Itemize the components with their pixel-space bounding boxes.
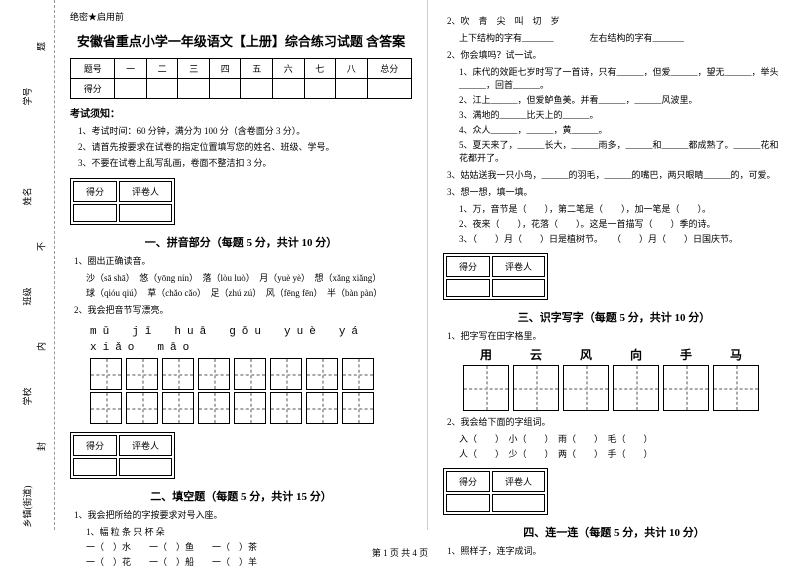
q2: 2、我会把音节写漂亮。 — [74, 303, 412, 316]
grid-cell[interactable] — [162, 358, 194, 390]
q1: 1、圈出正确读音。 — [74, 254, 412, 267]
score-box-1: 得分评卷人 — [70, 178, 175, 225]
zuci-1: 入（ ） 小（ ） 雨（ ） 毛（ ） — [459, 432, 785, 445]
grid-cell[interactable] — [90, 358, 122, 390]
margin-cut: 封 — [34, 442, 47, 451]
section-1-title: 一、拼音部分（每题 5 分，共计 10 分） — [70, 234, 412, 250]
grid-cell[interactable] — [270, 358, 302, 390]
grid-cell[interactable] — [234, 392, 266, 424]
notice-3: 3、不要在试卷上乱写乱画，卷面不整洁扣 3 分。 — [78, 156, 412, 169]
big-grid-row — [463, 365, 785, 411]
score-box-4: 得分评卷人 — [443, 468, 548, 515]
secret-label: 绝密★启用前 — [70, 10, 412, 23]
grid-cell[interactable] — [270, 392, 302, 424]
grid-cell[interactable] — [126, 392, 158, 424]
section-3-title: 三、识字写字（每题 5 分，共计 10 分） — [443, 309, 785, 325]
margin-line: 不 — [34, 242, 47, 251]
right-top: 2、吹 青 尖 叫 切 岁 — [447, 14, 785, 27]
tianzi-grid[interactable] — [613, 365, 659, 411]
grid-row-2 — [90, 392, 412, 424]
zuci-2: 人（ ） 少（ ） 两（ ） 手（ ） — [459, 447, 785, 460]
section-4-title: 四、连一连（每题 5 分，共计 10 分） — [443, 524, 785, 540]
r4-2: 2、夜来（ ），花落（ ）。这是一首描写（ ）季的诗。 — [459, 217, 785, 230]
r2-5: 5、夏天来了，______长大，______雨多，______和______都成… — [459, 138, 785, 164]
margin-ti: 题 — [34, 42, 47, 51]
r2-3: 3、满地的______比天上的______。 — [459, 108, 785, 121]
grid-cell[interactable] — [126, 358, 158, 390]
struct-line: 上下结构的字有_______ 左右结构的字有_______ — [459, 31, 785, 44]
exam-title: 安徽省重点小学一年级语文【上册】综合练习试题 含答案 — [70, 31, 412, 50]
tianzi-grid[interactable] — [563, 365, 609, 411]
grid-cell[interactable] — [342, 358, 374, 390]
notice-title: 考试须知： — [70, 105, 412, 120]
grid-cell[interactable] — [198, 392, 230, 424]
tianzi-grid[interactable] — [713, 365, 759, 411]
r4-1: 1、万，音节是（ ），第二笔是（ ），加一笔是（ ）。 — [459, 202, 785, 215]
q-r2: 2、你会填吗？试一试。 — [447, 48, 785, 61]
score-value-row: 得分 — [71, 79, 412, 99]
margin-class: 班级 — [21, 287, 34, 305]
q3-1: 1、把字写在田字格里。 — [447, 329, 785, 342]
margin-name: 姓名 — [21, 187, 34, 205]
margin-township: 乡镇(街道) — [21, 486, 34, 528]
grid-cell[interactable] — [306, 358, 338, 390]
section-2-title: 二、填空题（每题 5 分，共计 15 分） — [70, 488, 412, 504]
grid-cell[interactable] — [198, 358, 230, 390]
score-box-3: 得分评卷人 — [443, 253, 548, 300]
notice-1: 1、考试时间：60 分钟，满分为 100 分（含卷面分 3 分）。 — [78, 124, 412, 137]
notice-2: 2、请首先按要求在试卷的指定位置填写您的姓名、班级、学号。 — [78, 140, 412, 153]
score-header-row: 题号 一 二 三 四 五 六 七 八 总分 — [71, 59, 412, 79]
q-fill-1: 1、我会把所给的字按要求对号入座。 — [74, 508, 412, 521]
pinyin-line-2: 球（qióu qiú） 草（chǎo cǎo） 足（zhú zú） 风（fēng… — [86, 286, 412, 299]
tianzi-grid[interactable] — [463, 365, 509, 411]
fill-chars: 1、幅 粒 条 只 杯 朵 — [86, 525, 412, 538]
pinyin-syllables: mǔ jī huā gǒu yuè yá xiǎo māo — [90, 322, 412, 354]
r2-4: 4、众人______，______，黄______。 — [459, 123, 785, 136]
score-box-2: 得分评卷人 — [70, 432, 175, 479]
grid-cell[interactable] — [90, 392, 122, 424]
pinyin-line-1: 沙（sā shā） 悠（yōng nín） 落（lòu luò） 月（yuè y… — [86, 271, 412, 284]
grid-cell[interactable] — [234, 358, 266, 390]
r4-3: 3、（ ）月（ ）日是植树节。 （ ）月（ ）日国庆节。 — [459, 232, 785, 245]
tianzi-grid[interactable] — [513, 365, 559, 411]
score-table: 题号 一 二 三 四 五 六 七 八 总分 得分 — [70, 58, 412, 99]
q3-2: 2、我会给下面的字组词。 — [447, 415, 785, 428]
char-header: 用 云 风 向 手 马 — [463, 346, 785, 363]
grid-cell[interactable] — [306, 392, 338, 424]
grid-cell[interactable] — [342, 392, 374, 424]
tianzi-grid[interactable] — [663, 365, 709, 411]
q-r4: 3、想一想，填一填。 — [447, 185, 785, 198]
margin-inner: 内 — [34, 342, 47, 351]
grid-row-1 — [90, 358, 412, 390]
margin-school: 学校 — [21, 387, 34, 405]
grid-cell[interactable] — [162, 392, 194, 424]
page-footer: 第 1 页 共 4 页 — [0, 546, 800, 559]
q-r3: 3、姑姑送我一只小鸟，______的羽毛，______的嘴巴，两只眼睛_____… — [447, 168, 785, 181]
r2-2: 2、江上______，但爱鲈鱼美。并看______，______风波里。 — [459, 93, 785, 106]
r2-1: 1、床代的效距七岁时写了一首诗，只有______，但爱______，望无____… — [459, 65, 785, 91]
margin-id: 学号 — [21, 87, 34, 105]
